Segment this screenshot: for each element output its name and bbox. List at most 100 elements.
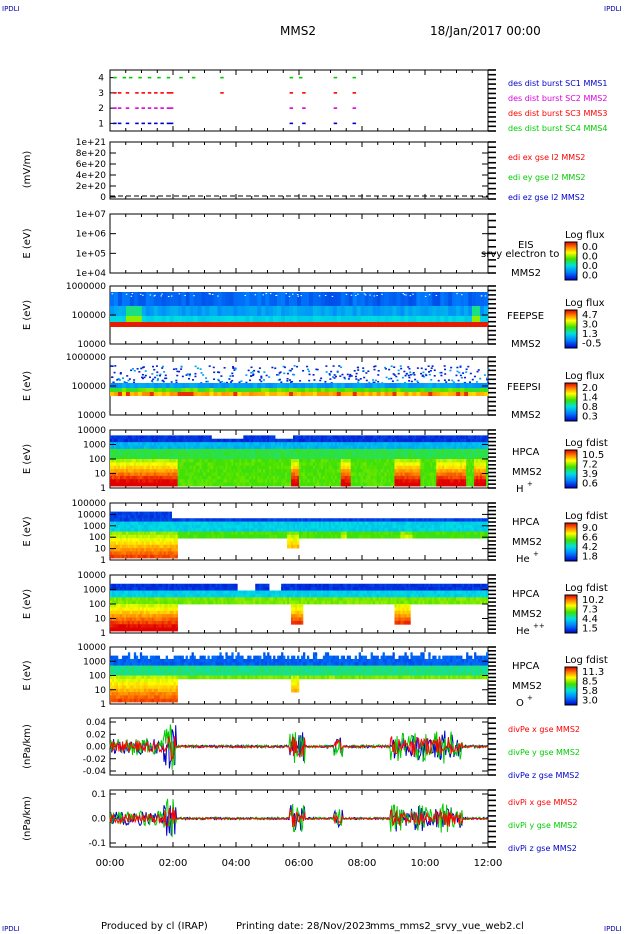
heatmap-cell (476, 370, 479, 373)
heatmap-cell (137, 514, 141, 519)
heatmap-cell (372, 469, 375, 473)
heatmap-cell (183, 442, 186, 446)
heatmap-cell (338, 365, 341, 367)
heatmap-cell (113, 538, 117, 542)
heatmap-cell (456, 459, 459, 463)
heatmap-cell (239, 465, 242, 470)
heatmap-cell (356, 459, 359, 463)
heatmap-cell (304, 306, 310, 316)
heatmap-cell (277, 383, 282, 388)
heatmap-cell (382, 442, 385, 446)
heatmap-cell (165, 528, 168, 532)
heatmap-cell (225, 292, 230, 306)
heatmap-cell (452, 469, 455, 473)
heatmap-cell (318, 438, 322, 443)
heatmap-cell (141, 392, 147, 396)
heatmap-cell (396, 482, 399, 487)
heatmap-cell (358, 479, 361, 484)
heatmap-cell (364, 438, 367, 443)
heatmap-cell (310, 482, 314, 487)
heatmap-cell (135, 521, 139, 526)
heatmap-cell (386, 455, 389, 460)
heatmap-cell (225, 452, 228, 457)
heatmap-cell (213, 383, 218, 388)
y-tick-label: 0 (100, 193, 106, 203)
heatmap-cell (350, 462, 354, 467)
heatmap-cell (299, 479, 302, 484)
heatmap-cell (273, 482, 276, 487)
heatmap-cell (265, 448, 268, 453)
heatmap-cell (245, 392, 250, 396)
heatmap-cell (376, 465, 379, 470)
heatmap-cell (259, 469, 262, 473)
heatmap-cell (356, 448, 359, 453)
heatmap-cell (328, 435, 332, 440)
heatmap-gap (275, 294, 278, 296)
heatmap-cell (193, 292, 198, 306)
heatmap-cell (265, 452, 268, 457)
heatmap-cell (277, 482, 280, 487)
heatmap-cell (177, 392, 182, 396)
heatmap-cell (157, 521, 161, 526)
heatmap-cell (277, 306, 282, 316)
heatmap-cell (163, 524, 167, 529)
heatmap-cell (376, 438, 379, 443)
heatmap-cell (195, 459, 198, 463)
heatmap-cell (159, 479, 163, 484)
heatmap-cell (364, 475, 367, 480)
heatmap-cell (432, 448, 435, 453)
heatmap-cell (163, 521, 167, 526)
heatmap-cell (420, 475, 423, 480)
heatmap-cell (392, 316, 397, 322)
heatmap-cell (233, 322, 238, 327)
heatmap-cell (422, 465, 425, 470)
heatmap-cell (213, 371, 216, 374)
heatmap-cell (372, 316, 377, 322)
heatmap-cell (203, 479, 206, 484)
colorbar-tick-label: 3.9 (582, 469, 598, 480)
heatmap-cell (180, 365, 183, 368)
heatmap-cell (187, 455, 190, 460)
heatmap-cell (201, 462, 204, 467)
heatmap-cell (153, 548, 157, 552)
heatmap-cell (265, 392, 270, 396)
heatmap-cell (269, 459, 272, 463)
heatmap-cell (300, 306, 306, 316)
heatmap-cell (260, 375, 263, 378)
heatmap-cell (129, 518, 133, 522)
heatmap-cell (476, 316, 481, 322)
heatmap-cell (324, 472, 328, 477)
heatmap-cell (170, 381, 173, 383)
heatmap-cell (161, 482, 165, 487)
heatmap-cell (322, 445, 326, 450)
heatmap-cell (308, 448, 312, 453)
heatmap-cell (382, 475, 385, 480)
heatmap-cell (139, 459, 143, 463)
heatmap-cell (325, 365, 328, 367)
heatmap-cell (340, 292, 346, 306)
heatmap-cell (478, 475, 481, 480)
heatmap-cell (205, 442, 208, 446)
heatmap-cell (110, 511, 113, 516)
heatmap-cell (372, 435, 375, 440)
burst-mark (352, 122, 357, 125)
heatmap-cell (432, 442, 435, 446)
heatmap-cell (291, 380, 294, 383)
heatmap-cell (239, 448, 242, 453)
heatmap-cell (209, 465, 212, 470)
heatmap-cell (181, 388, 186, 392)
heatmap-cell (207, 459, 210, 463)
heatmap-cell (161, 365, 164, 368)
heatmap-cell (231, 462, 234, 467)
heatmap-cell (460, 479, 463, 484)
heatmap-cell (213, 482, 216, 487)
heatmap-cell (281, 472, 284, 477)
heatmap-cell (310, 465, 314, 470)
heatmap-cell (151, 544, 155, 549)
heatmap-cell (183, 475, 186, 480)
heatmap-cell (139, 521, 143, 526)
spacecraft-label: MMS2 (512, 467, 542, 478)
heatmap-cell (115, 541, 119, 546)
heatmap-cell (177, 475, 180, 480)
heatmap-cell (482, 445, 485, 450)
